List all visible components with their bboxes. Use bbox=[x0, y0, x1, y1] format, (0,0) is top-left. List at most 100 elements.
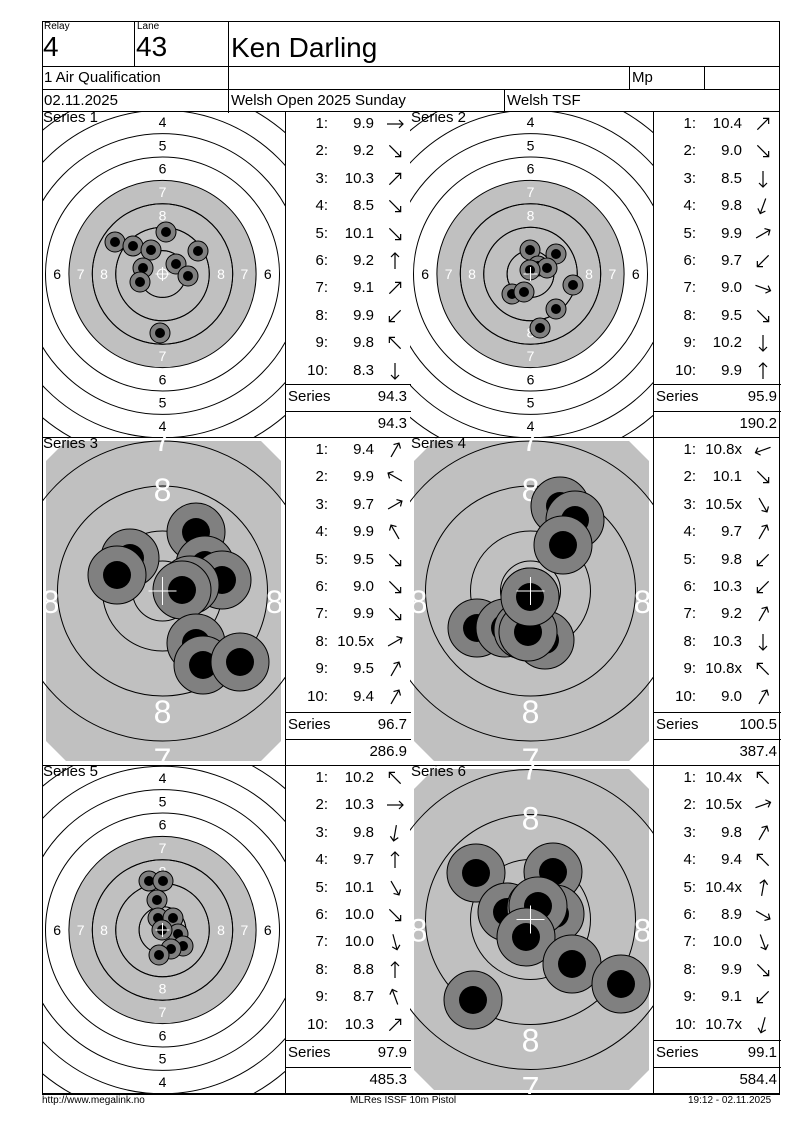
direction-arrow-icon bbox=[752, 138, 774, 164]
shot-score: 10.7x bbox=[705, 1015, 742, 1033]
series-total-label: Series bbox=[288, 388, 331, 405]
shot-row: 6: 9.7 bbox=[654, 248, 781, 274]
shot-hole-center bbox=[168, 913, 178, 923]
divider bbox=[42, 111, 780, 112]
shot-hole-center bbox=[171, 259, 181, 269]
direction-arrow-icon bbox=[752, 437, 774, 463]
shot-row: 9: 9.8 bbox=[286, 330, 411, 356]
ring-number: 4 bbox=[159, 114, 167, 130]
divider bbox=[286, 712, 411, 713]
shot-row: 7: 9.0 bbox=[654, 275, 781, 301]
ring-number: 7 bbox=[522, 1071, 540, 1095]
shot-number: 1: bbox=[315, 115, 328, 132]
shot-score: 9.9 bbox=[353, 115, 374, 132]
ring-number: 7 bbox=[609, 266, 617, 282]
target-drawing: 44445555666677778888 bbox=[42, 765, 285, 1094]
running-total: 190.2 bbox=[739, 415, 777, 432]
ring-number: 6 bbox=[527, 371, 535, 387]
shot-score: 10.3 bbox=[712, 578, 742, 595]
direction-arrow-icon bbox=[384, 765, 406, 791]
direction-arrow-icon bbox=[752, 629, 774, 655]
score-column: 1: 10.4x 2: 10.5x 3: 9.8 4: 9.4 5: 10.4x 6: 8.9 7: 10… bbox=[653, 765, 781, 1094]
shot-hole-center bbox=[144, 876, 154, 886]
shot-score: 9.2 bbox=[353, 252, 374, 269]
shot-number: 1: bbox=[683, 441, 696, 458]
shot-hole-center bbox=[512, 923, 540, 951]
shot-number: 8: bbox=[683, 632, 696, 650]
shot-score: 10.2 bbox=[344, 769, 374, 786]
direction-arrow-icon bbox=[752, 574, 774, 600]
shot-row: 9: 8.7 bbox=[286, 984, 411, 1010]
shot-row: 5: 10.4x bbox=[654, 875, 781, 901]
direction-arrow-icon bbox=[384, 330, 406, 356]
direction-arrow-icon bbox=[752, 792, 774, 818]
shot-row: 2: 9.2 bbox=[286, 138, 411, 164]
ring-number: 7 bbox=[522, 742, 540, 765]
ring-number: 7 bbox=[522, 437, 540, 458]
running-total: 485.3 bbox=[369, 1071, 407, 1088]
club-name: Welsh TSF bbox=[507, 92, 581, 109]
shot-score: 9.9 bbox=[721, 224, 742, 242]
ring-number: 7 bbox=[241, 266, 249, 282]
shot-hole-center bbox=[183, 271, 193, 281]
direction-arrow-icon bbox=[752, 601, 774, 627]
shot-hole-center bbox=[110, 237, 120, 247]
divider bbox=[654, 384, 781, 385]
target-panel: 44445555666677778888Series 5 bbox=[42, 765, 285, 1094]
shot-hole-center bbox=[154, 950, 164, 960]
shot-hole-center bbox=[193, 246, 203, 256]
series-title: Series 6 bbox=[411, 765, 467, 780]
shot-number: 5: bbox=[683, 224, 696, 242]
shot-number: 3: bbox=[683, 169, 696, 187]
divider bbox=[654, 1040, 781, 1041]
shot-hole-center bbox=[607, 970, 635, 998]
shot-row: 4: 8.5 bbox=[286, 193, 411, 219]
direction-arrow-icon bbox=[384, 847, 406, 873]
ring-number: 6 bbox=[159, 1027, 167, 1043]
score-column: 1: 10.8x 2: 10.1 3: 10.5x 4: 9.7 5: 9.8 6: 10.3 7: 9.… bbox=[653, 437, 781, 765]
shot-score: 10.1 bbox=[344, 224, 374, 242]
shot-score: 10.3 bbox=[344, 1015, 374, 1033]
ring-number: 6 bbox=[159, 161, 167, 177]
direction-arrow-icon bbox=[384, 166, 406, 192]
direction-arrow-icon bbox=[752, 984, 774, 1010]
target-drawing: 8 8 8 8 7 7 bbox=[410, 765, 653, 1094]
shot-score: 8.7 bbox=[353, 988, 374, 1006]
divider bbox=[410, 765, 780, 766]
direction-arrow-icon bbox=[752, 765, 774, 791]
shot-row: 1: 10.4x bbox=[654, 765, 781, 791]
direction-arrow-icon bbox=[752, 684, 774, 710]
divider bbox=[654, 1067, 781, 1068]
shot-number: 6: bbox=[683, 906, 696, 923]
shot-number: 9: bbox=[683, 334, 696, 352]
direction-arrow-icon bbox=[752, 656, 774, 682]
shot-row: 4: 9.9 bbox=[286, 519, 411, 545]
shot-number: 2: bbox=[315, 468, 328, 486]
target-ring bbox=[413, 156, 648, 392]
series-total: 97.9 bbox=[377, 1044, 407, 1061]
series-total: 94.3 bbox=[377, 388, 407, 405]
ring-number: 4 bbox=[159, 1074, 167, 1090]
shot-score: 10.5x bbox=[705, 495, 742, 513]
ring-number: 5 bbox=[159, 137, 167, 153]
shot-row: 8: 10.3 bbox=[654, 629, 781, 655]
target-ring bbox=[410, 133, 653, 415]
score-column: 1: 10.2 2: 10.3 3: 9.8 4: 9.7 5: 10.1 6: 10.0 7: 10.0… bbox=[285, 765, 411, 1094]
shot-row: 6: 8.9 bbox=[654, 902, 781, 928]
target-drawing: 8 8 8 8 7 7 bbox=[42, 437, 285, 765]
shot-row: 4: 9.8 bbox=[654, 193, 781, 219]
direction-arrow-icon bbox=[384, 358, 406, 384]
shot-row: 10: 9.9 bbox=[654, 358, 781, 384]
direction-arrow-icon bbox=[384, 629, 406, 655]
shot-number: 4: bbox=[683, 523, 696, 541]
ring-number: 6 bbox=[264, 266, 272, 282]
shot-number: 2: bbox=[683, 796, 696, 814]
shot-row: 5: 9.9 bbox=[654, 221, 781, 247]
shot-row: 9: 10.8x bbox=[654, 656, 781, 682]
shot-hole-center bbox=[542, 263, 552, 273]
shot-number: 7: bbox=[683, 605, 696, 623]
ring-number: 7 bbox=[159, 840, 167, 856]
shot-row: 3: 9.8 bbox=[654, 820, 781, 846]
shot-score: 9.4 bbox=[353, 687, 374, 705]
ring-number: 7 bbox=[154, 437, 172, 458]
